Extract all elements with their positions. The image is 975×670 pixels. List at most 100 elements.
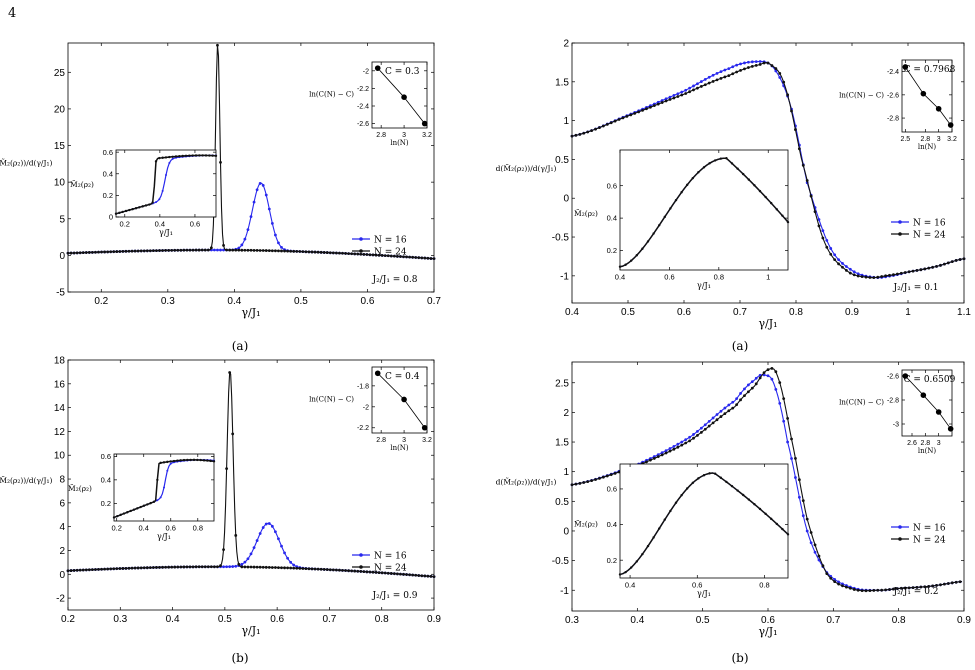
series-marker-n24 xyxy=(380,571,384,575)
y-tick-label: -2.8 xyxy=(887,116,899,123)
series-marker-n24 xyxy=(962,257,966,261)
inset-marker-n24 xyxy=(663,215,666,219)
y-tick-label: -0.5 xyxy=(552,233,570,244)
series-marker-n16 xyxy=(707,75,711,79)
x-tick-label: 0.4 xyxy=(625,581,635,590)
series-marker-n24 xyxy=(426,574,430,578)
x-axis-label: γ/J₁ xyxy=(241,624,260,637)
inset-marker-n24 xyxy=(764,195,767,199)
series-marker-n24 xyxy=(127,566,131,570)
series-marker-n24 xyxy=(570,483,574,487)
legend-entry: N = 24 xyxy=(374,564,407,574)
inset-marker-n24 xyxy=(730,162,734,165)
series-marker-n24 xyxy=(594,127,597,131)
x-tick-label: 3 xyxy=(937,440,941,447)
series-marker-n24 xyxy=(692,436,695,440)
series-marker-n24 xyxy=(888,588,891,591)
x-tick-label: 0.4 xyxy=(155,220,165,229)
series-marker-n24 xyxy=(225,467,229,471)
y-tick-label: -1 xyxy=(560,271,569,282)
series-marker-n16 xyxy=(249,215,253,219)
series-marker-n24 xyxy=(188,565,192,569)
legend-entry: N = 24 xyxy=(913,536,946,546)
series-marker-n24 xyxy=(200,248,204,252)
series-marker-n24 xyxy=(829,576,833,580)
series-marker-n24 xyxy=(69,251,73,255)
series-marker-n24 xyxy=(423,256,427,260)
inset-x-label: γ/J₁ xyxy=(697,281,711,290)
inset-marker-n24 xyxy=(189,458,192,462)
series-marker-n24 xyxy=(696,86,699,90)
inset-marker-n24 xyxy=(646,240,650,243)
series-marker-n24 xyxy=(179,565,183,569)
inset-marker-n24 xyxy=(641,552,644,556)
y-axis-label: d(M̃₂(ρ₂))/d(γ/J₁) xyxy=(0,476,52,485)
inset-marker-n24 xyxy=(786,220,790,224)
series-marker-n24 xyxy=(164,249,168,252)
series-marker-n24 xyxy=(872,589,876,592)
series-marker-n16 xyxy=(264,522,268,526)
series-marker-n16 xyxy=(821,229,825,233)
inset-marker-n24 xyxy=(753,184,756,187)
series-marker-n24 xyxy=(380,254,384,257)
series-marker-n24 xyxy=(739,398,742,402)
inset-marker-n24 xyxy=(128,208,131,212)
series-marker-n24 xyxy=(396,254,399,258)
chart-panel-2: 0.4 0.5 0.6 0.7 0.8 0.9 1 1.1 -1 -0.5 0 0.5 1 1.5 2 γ/J… xyxy=(496,39,972,354)
series-marker-n24 xyxy=(727,74,731,77)
series-marker-n24 xyxy=(341,568,344,572)
series-marker-n16 xyxy=(782,419,786,423)
inset-marker-n24 xyxy=(742,493,745,497)
series-marker-n24 xyxy=(578,481,582,485)
legend-entry: N = 16 xyxy=(913,219,946,229)
x-tick-label: 0.8 xyxy=(375,614,389,625)
series-marker-n24 xyxy=(876,588,880,592)
series-marker-n16 xyxy=(739,62,742,66)
y-tick-label: -2.2 xyxy=(357,425,369,432)
series-marker-n24 xyxy=(267,565,271,569)
y-tick-label: 10 xyxy=(54,178,66,189)
series-marker-n24 xyxy=(931,584,935,588)
series-marker-n16 xyxy=(715,413,719,416)
y-tick-label: 0.2 xyxy=(607,246,617,255)
series-marker-n16 xyxy=(758,60,762,63)
x-tick-label: 0.8 xyxy=(759,581,769,590)
series-marker-n24 xyxy=(919,585,923,589)
series-marker-n24 xyxy=(331,251,335,255)
fit-axes: 2.6 2.8 3 -2.6 -2.8 -3 xyxy=(887,369,954,447)
series-marker-n16 xyxy=(237,246,241,250)
series-marker-n24 xyxy=(383,571,387,575)
series-marker-n16 xyxy=(723,406,727,410)
panel-caption: (a) xyxy=(232,339,249,353)
series-marker-n16 xyxy=(261,184,265,187)
series-marker-n24 xyxy=(907,586,911,590)
series-marker-n24 xyxy=(231,248,235,252)
series-marker-n24 xyxy=(152,249,155,253)
inset-marker-n24 xyxy=(714,159,717,162)
series-marker-n24 xyxy=(711,421,715,425)
inset-marker-n24 xyxy=(669,207,672,210)
series-marker-n24 xyxy=(173,248,177,252)
series-marker-n24 xyxy=(356,252,360,256)
series-marker-n24 xyxy=(699,85,703,88)
x-tick-label: 2.6 xyxy=(907,440,917,447)
series-marker-n24 xyxy=(423,574,427,578)
inset-marker-n24 xyxy=(192,458,196,462)
series-marker-n16 xyxy=(743,61,746,65)
inset-marker-n24 xyxy=(770,517,773,521)
inset-marker-n24 xyxy=(132,508,136,511)
series-marker-n16 xyxy=(676,442,680,446)
x-tick-label: 0.3 xyxy=(161,296,175,307)
series-marker-n24 xyxy=(155,249,158,252)
inset-marker-n16 xyxy=(171,157,174,160)
inset-y-label: M̃₂(ρ₂) xyxy=(574,520,598,529)
series-marker-n16 xyxy=(805,529,809,533)
series-marker-n24 xyxy=(270,249,274,253)
fit-point xyxy=(374,65,381,71)
inset-marker-n24 xyxy=(624,570,627,574)
inset-marker-n24 xyxy=(669,509,672,513)
series-marker-n24 xyxy=(301,250,305,254)
series-marker-n24 xyxy=(782,397,786,401)
y-tick-label: -2.6 xyxy=(357,121,369,128)
y-tick-label: 5 xyxy=(59,214,65,225)
